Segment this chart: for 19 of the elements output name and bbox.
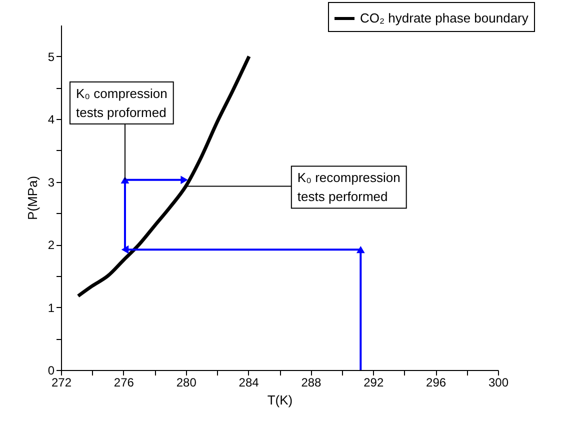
- x-tick-label: 284: [238, 376, 260, 390]
- x-tick-label: 292: [364, 376, 384, 390]
- y-tick-label: 4: [48, 112, 55, 127]
- x-axis-title: T(K): [267, 392, 293, 408]
- x-tick-label: 296: [426, 376, 446, 390]
- annotation: K₀ compression tests proformed: [76, 86, 168, 120]
- y-axis-title: P(MPa): [24, 176, 40, 220]
- y-tick-label: 0: [48, 364, 55, 378]
- x-tick-label: 280: [176, 376, 197, 390]
- x-tick-label: 300: [488, 376, 509, 390]
- x-tick-label: 276: [114, 376, 134, 390]
- y-tick-label: 3: [48, 175, 55, 190]
- legend-label: CO₂ hydrate phase boundary: [360, 10, 529, 26]
- y-tick-label: 5: [48, 50, 55, 64]
- y-tick-label: 2: [48, 238, 55, 252]
- annotation: K₀ recompression tests performed: [297, 170, 400, 204]
- x-tick-label: 272: [51, 376, 72, 390]
- y-tick-label: 1: [48, 300, 55, 315]
- x-tick-label: 288: [301, 376, 322, 390]
